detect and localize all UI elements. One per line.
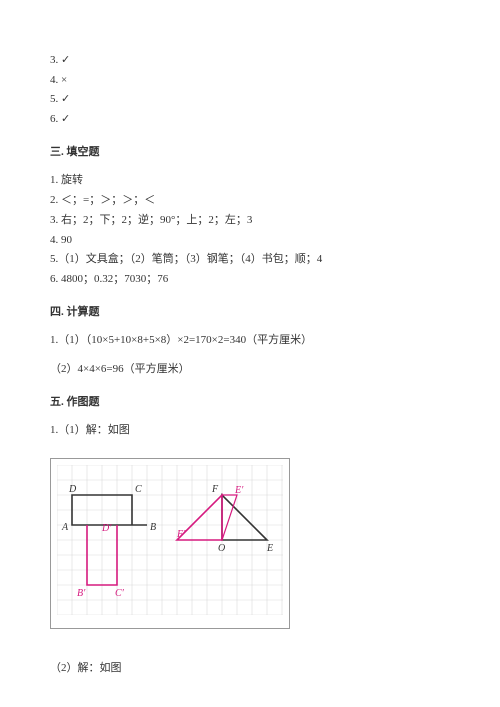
fill-item: 4. 90	[50, 231, 450, 250]
label-Ep: E′	[234, 485, 244, 496]
section3-title: 三. 填空题	[50, 143, 450, 162]
grid-diagram: D C A B D′ B′ C′ F E′ F′ O E	[57, 465, 283, 615]
figure-labels: D C A B D′ B′ C′ F E′ F′ O E	[61, 484, 273, 599]
section5-title: 五. 作图题	[50, 393, 450, 412]
fill-item: 2. ＜；=；＞；＞；＜	[50, 191, 450, 210]
calc-line-2: （2）4×4×6=96（平方厘米）	[50, 360, 450, 379]
judge-item: 5. ✓	[50, 90, 450, 109]
label-Cp: C′	[115, 588, 125, 599]
label-E: E	[266, 543, 273, 554]
fill-item: 5.（1）文具盒；（2）笔筒；（3）钢笔；（4）书包；顺；4	[50, 250, 450, 269]
judge-item: 3. ✓	[50, 51, 450, 70]
calc-line-1: 1.（1）（10×5+10×8+5×8）×2=170×2=340（平方厘米）	[50, 331, 450, 350]
draw-line-2: （2）解：如图	[50, 659, 450, 678]
fill-item: 6. 4800；0.32；7030；76	[50, 270, 450, 289]
label-B: B	[150, 522, 156, 533]
right-triangle-black	[222, 495, 267, 540]
fill-item: 3. 右；2；下；2；逆；90°；上；2；左；3	[50, 211, 450, 230]
label-D: D	[68, 484, 77, 495]
judge-item: 6. ✓	[50, 110, 450, 129]
label-F: F	[211, 484, 219, 495]
label-A: A	[61, 522, 69, 533]
section4-title: 四. 计算题	[50, 303, 450, 322]
geometry-figure: D C A B D′ B′ C′ F E′ F′ O E	[50, 458, 290, 629]
draw-line-1: 1.（1）解：如图	[50, 421, 450, 440]
label-O: O	[218, 543, 225, 554]
fill-item: 1. 旋转	[50, 171, 450, 190]
label-Bp: B′	[77, 588, 86, 599]
label-Dp: D′	[101, 523, 112, 534]
label-C: C	[135, 484, 142, 495]
label-Fp: F′	[176, 529, 186, 540]
section3-answers: 1. 旋转 2. ＜；=；＞；＞；＜ 3. 右；2；下；2；逆；90°；上；2；…	[50, 171, 450, 288]
judge-item: 4. ×	[50, 71, 450, 90]
judge-answers: 3. ✓ 4. × 5. ✓ 6. ✓	[50, 51, 450, 129]
